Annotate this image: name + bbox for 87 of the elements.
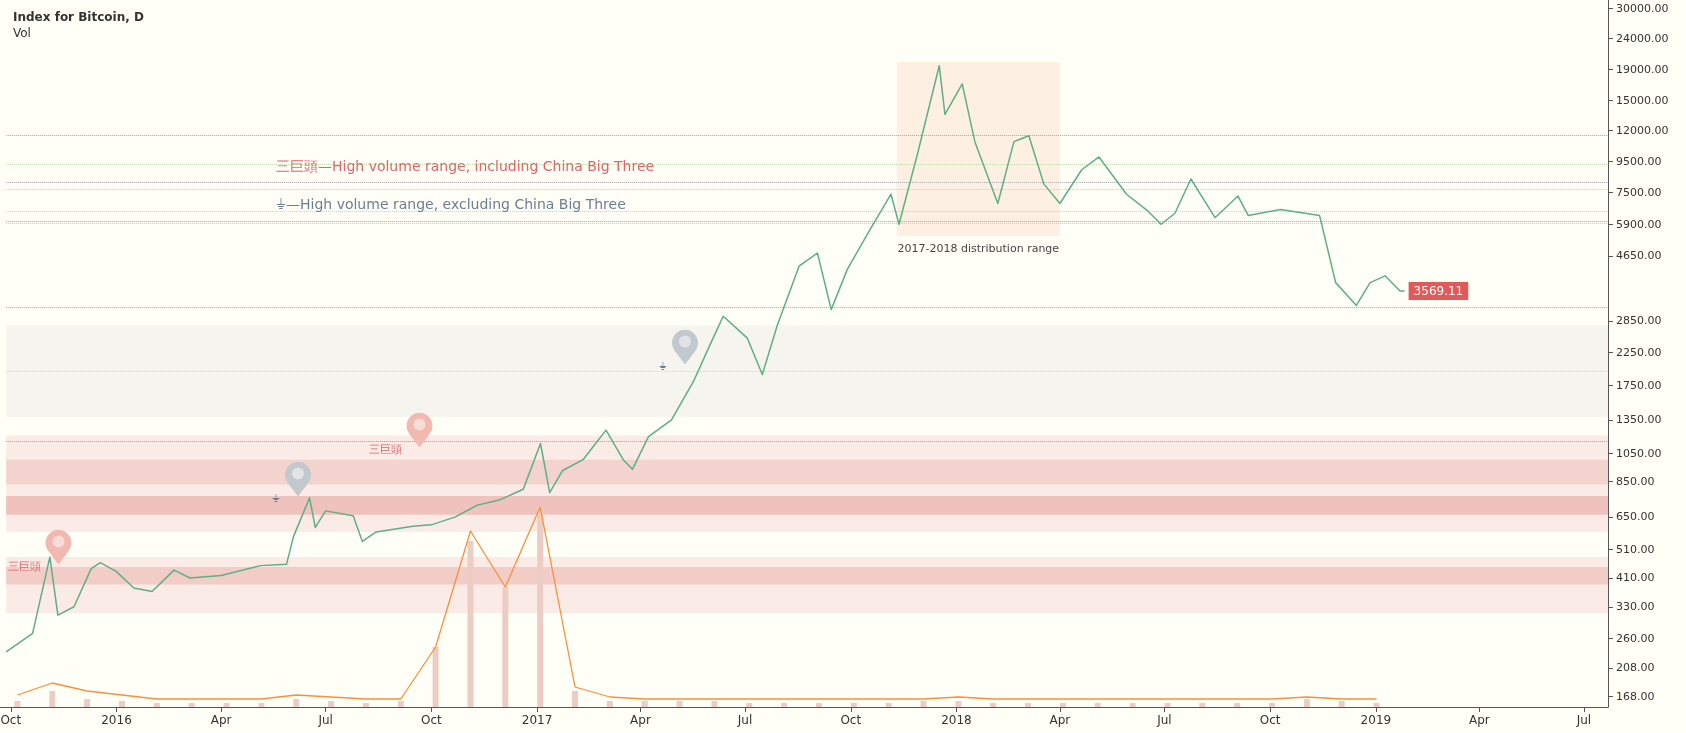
bar [850,703,857,707]
y-tick-label: 15000.00 [1616,94,1669,107]
bar [1303,699,1310,707]
y-tick-label: 9500.00 [1616,154,1662,168]
y-tick-label: 4650.00 [1616,249,1662,263]
bar [1094,703,1101,707]
y-tick-label: 7500.00 [1616,185,1662,199]
bar [641,701,648,707]
y-tick-label: 2250.00 [1616,345,1662,359]
y-tick-label: 510.00 [1616,542,1655,556]
y-tick-label: 24000.00 [1616,31,1669,45]
x-tick-label: Apr [1468,713,1490,727]
y-tick-label: 168.00 [1616,689,1655,703]
x-tick-label: Apr [630,713,651,727]
bar [14,701,21,707]
x-tick-label: Oct [420,713,443,727]
x-tick-label: 2017 [521,713,553,727]
y-tick-label: 330.00 [1616,600,1655,614]
bar [1373,703,1380,707]
x-tick-label: 2019 [1360,713,1392,727]
x-tick-label: Jul [1156,713,1172,727]
bar [1164,703,1171,707]
bar [781,703,788,707]
bar [1269,703,1276,707]
x-tick-label: Jul [736,713,753,727]
x-tick-label: Apr [1049,713,1071,727]
annotation: 三巨頭—High volume range, including China Big Three [276,158,655,176]
bar [118,701,125,707]
bar [49,691,56,707]
bar [885,703,892,707]
y-tick-label: 5900.00 [1616,217,1662,231]
bar [955,701,962,707]
x-tick-label: Oct [0,713,22,727]
bar [1234,703,1241,707]
annotation: 三巨頭 [7,559,41,573]
x-tick-label: 2018 [941,713,972,727]
bar [1338,701,1345,707]
annotation: ⏚ [659,359,667,373]
bar [293,699,300,707]
x-tick-label: Oct [1259,713,1281,727]
x-tick-label: Oct [840,713,862,727]
bar [84,699,91,707]
bar [432,647,439,707]
bar [606,701,613,707]
bar [711,701,718,707]
y-tick-label: 1050.00 [1616,446,1662,460]
bar [815,703,822,707]
y-tick-label: 2850.00 [1616,314,1662,328]
x-tick-label: Apr [210,713,232,727]
bar [1025,703,1032,707]
annotation: ⏚ [272,491,280,505]
y-tick-label: 208.00 [1616,661,1655,675]
y-tick-label: 1350.00 [1616,413,1662,427]
annotation: 三巨頭 [368,442,402,456]
bar [258,703,265,707]
y-tick-label: 12000.00 [1616,123,1669,137]
bar [153,703,160,707]
y-tick-label: 19000.00 [1616,62,1669,76]
bar [572,691,579,707]
bar [362,703,369,707]
bar [1199,703,1206,707]
bar [990,703,997,707]
annotation: ⏚—High volume range, excluding China Big Three [276,196,626,213]
data-label: 3569.11 [1413,283,1464,298]
x-tick-label: Jul [317,713,333,727]
y-tick-label: 30000.00 [1616,2,1669,16]
chart-title: Vol [13,26,31,40]
bar [188,703,195,707]
x-tick-label: Jul [1575,713,1592,727]
y-tick-label: 1750.00 [1616,378,1662,392]
y-tick-label: 850.00 [1616,474,1655,488]
bar [223,703,230,707]
y-tick-label: 410.00 [1616,571,1655,585]
x-tick-label: 2016 [101,713,132,727]
text: Index for Bitcoin, D [13,10,144,24]
bar [920,701,927,707]
bar [1059,703,1066,707]
line-series [5,64,1406,653]
bar [502,587,509,707]
bar [1129,703,1136,707]
y-tick-label: 650.00 [1616,510,1655,524]
band-label: 2017-2018 distribution range [897,242,1060,256]
bar [676,701,683,707]
bar [746,703,753,707]
bar [328,701,335,707]
y-tick-label: 260.00 [1616,631,1655,645]
bar [397,701,404,707]
